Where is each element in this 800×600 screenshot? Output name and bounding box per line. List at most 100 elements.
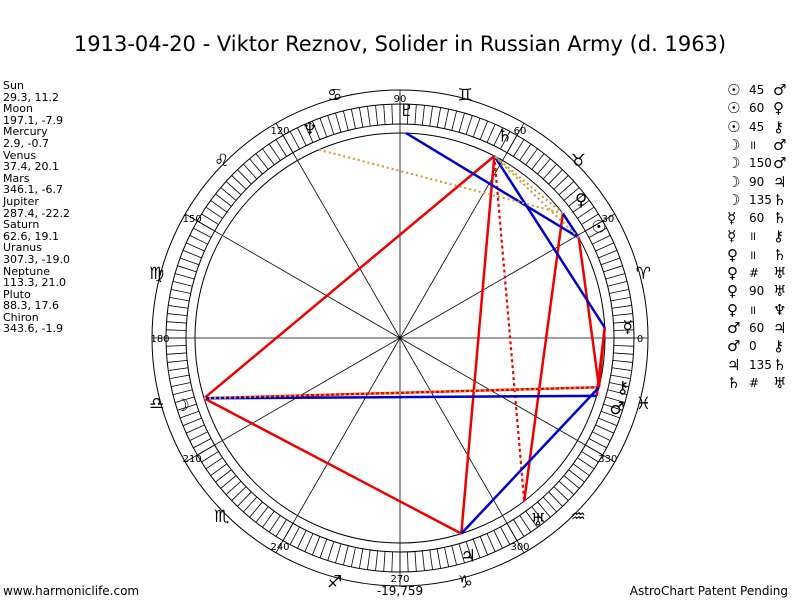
degree-tick <box>553 175 569 190</box>
aspect-angle: 135 <box>749 357 772 372</box>
degree-tick <box>268 143 281 161</box>
degree-tick <box>607 389 628 395</box>
degree-tick <box>311 120 321 140</box>
degree-tick <box>249 501 263 518</box>
degree-tick <box>598 417 618 427</box>
planet-name-mars: Mars <box>3 171 30 185</box>
planet-position-list: Sun 29.3, 11.2 Moon 197.1, -7.9 Mercury 2.9, … <box>3 80 70 335</box>
aspect-planet-1: ☽ <box>727 172 741 191</box>
degree-tick <box>167 313 188 317</box>
degree-tick <box>268 515 281 533</box>
aspect-planet-2: ⚷ <box>773 117 784 136</box>
degree-tick <box>275 139 287 157</box>
aspect-planet-2: ♂ <box>773 135 787 154</box>
degree-tick <box>367 549 371 570</box>
degree-label: 120 <box>270 126 289 137</box>
degree-tick <box>588 438 607 449</box>
degree-tick <box>525 510 538 528</box>
aspect-planet-1: ♄ <box>727 373 741 392</box>
degree-tick <box>537 158 551 175</box>
degree-label: 60 <box>514 126 527 137</box>
aspect-line <box>493 155 580 239</box>
degree-tick <box>231 486 247 501</box>
degree-tick <box>304 533 314 552</box>
aspect-line <box>522 213 565 502</box>
degree-tick <box>166 345 187 347</box>
aspect-angle: 60 <box>749 101 765 116</box>
degree-tick <box>375 105 379 126</box>
degree-tick <box>444 547 450 567</box>
aspect-line <box>595 327 606 397</box>
degree-tick <box>189 235 208 245</box>
aspect-planet-2: ♄ <box>773 209 787 228</box>
degree-tick <box>568 193 585 207</box>
zodiac-glyph: ♉ <box>571 151 586 171</box>
aspect-line <box>405 132 580 239</box>
aspect-angle: 0 <box>749 339 757 354</box>
degree-tick <box>472 538 481 559</box>
aspect-angle: ॥ <box>749 137 757 152</box>
aspect-row: ☽ 150 ♂ <box>727 154 797 172</box>
degree-label: 270 <box>390 574 409 585</box>
degree-tick <box>243 496 258 513</box>
aspect-angle: 135 <box>749 192 772 207</box>
degree-tick <box>319 117 328 138</box>
aspect-line <box>493 155 606 329</box>
aspect-planet-1: ☉ <box>727 99 741 118</box>
zodiac-glyph: ♍ <box>149 264 164 284</box>
planet-glyph: ♃ <box>461 547 476 567</box>
planet-coords-saturn: 62.6, 19.1 <box>3 229 59 243</box>
degree-tick <box>592 431 611 441</box>
degree-tick <box>451 545 457 566</box>
degree-label: 210 <box>183 454 202 465</box>
degree-tick <box>414 551 417 572</box>
aspect-planet-1: ☽ <box>727 135 741 154</box>
degree-tick <box>613 329 634 331</box>
degree-tick <box>472 117 481 138</box>
degree-tick <box>350 547 356 567</box>
degree-tick <box>262 148 275 166</box>
zodiac-glyph: ♈ <box>636 264 651 284</box>
aspect-angle: 90 <box>749 284 765 299</box>
planet-coords-venus: 37.4, 20.1 <box>3 160 59 174</box>
degree-tick <box>171 288 191 294</box>
degree-tick <box>572 200 590 213</box>
degree-tick <box>612 313 633 317</box>
aspect-line <box>460 155 496 534</box>
degree-tick <box>225 181 242 196</box>
degree-tick <box>542 163 557 180</box>
house-spoke <box>185 337 401 463</box>
degree-tick <box>255 506 269 523</box>
aspect-planet-1: ♂ <box>727 337 741 356</box>
aspect-row: ♂ 0 ⚷ <box>727 337 797 355</box>
aspect-planet-1: ☿ <box>727 209 737 228</box>
degree-tick <box>205 206 223 219</box>
planet-glyph: ⚷ <box>616 378 628 398</box>
planet-glyph: ♄ <box>497 127 512 147</box>
degree-tick <box>537 501 551 518</box>
planet-glyph: ♂ <box>609 399 624 419</box>
degree-tick <box>343 110 349 131</box>
degree-tick <box>193 438 212 449</box>
degree-tick <box>531 153 545 170</box>
aspect-planet-2: ♂ <box>773 154 787 173</box>
aspect-row: ♀ ॥ ♄ <box>727 246 797 264</box>
aspect-planet-1: ♀ <box>727 264 738 282</box>
aspect-planet-2: ♃ <box>773 318 787 337</box>
degree-tick <box>613 352 634 355</box>
aspect-angle: 150 <box>749 156 772 171</box>
degree-tick <box>458 543 465 564</box>
degree-tick <box>172 389 193 395</box>
degree-tick <box>383 551 386 572</box>
zodiac-glyph: ♒ <box>571 507 586 527</box>
degree-tick <box>548 169 563 185</box>
aspect-row: ♄ # ♅ <box>727 374 797 392</box>
degree-tick <box>609 288 629 294</box>
aspect-line <box>577 237 601 388</box>
planet-glyph: ♅ <box>531 510 546 530</box>
degree-tick <box>327 115 335 135</box>
degree-tick <box>179 410 200 419</box>
planet-name-saturn: Saturn <box>3 218 40 232</box>
degree-label: 300 <box>510 542 529 553</box>
degree-tick <box>444 109 450 129</box>
